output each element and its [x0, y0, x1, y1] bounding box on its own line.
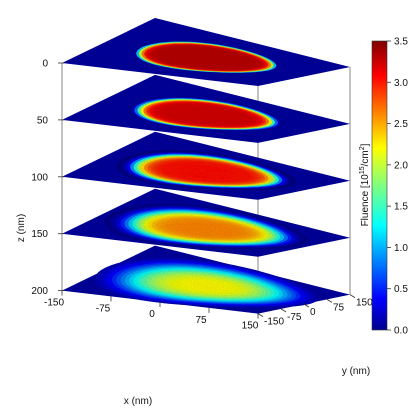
- colorbar-tick-label: 2.5: [394, 119, 408, 130]
- y-tick: [349, 294, 356, 298]
- colorbar-tick-label: 3.5: [394, 37, 408, 48]
- x-tick-label: -75: [96, 303, 111, 314]
- slice-plane-z200: [62, 245, 350, 314]
- fluence-ring: [202, 285, 211, 287]
- colorbar-tick-label: 1.0: [394, 243, 408, 254]
- y-tick: [257, 313, 264, 317]
- slice-plane-z50: [62, 74, 350, 143]
- slice-plane-z0: [62, 18, 350, 86]
- z-tick-label: 100: [31, 172, 48, 183]
- x-tick-label: -150: [44, 298, 64, 309]
- fluence-ring: [202, 228, 211, 231]
- slice-plane-z150: [62, 188, 350, 257]
- colorbar: 0.0 0.5 1.0 1.5 2.0 2.5 3.0 3.5 Fluence [1015/c…: [359, 37, 408, 337]
- y-tick: [303, 303, 310, 308]
- x-tick-label: 150: [242, 321, 259, 332]
- y-tick-label: 0: [310, 307, 316, 318]
- z-tick-label: 200: [31, 286, 48, 297]
- y-tick: [326, 299, 333, 303]
- slice-planes: [62, 18, 350, 314]
- z-tick-label: 50: [37, 115, 49, 126]
- colorbar-ticks: 0.0 0.5 1.0 1.5 2.0 2.5 3.0 3.5: [387, 37, 408, 337]
- y-tick-label: 150: [356, 298, 373, 309]
- z-axis-label: z (nm): [16, 214, 27, 242]
- fluence-ring: [203, 57, 209, 60]
- y-axis-label: y (nm): [342, 366, 370, 377]
- x-tick-label: 75: [195, 315, 207, 326]
- y-tick-label: -75: [287, 312, 302, 323]
- fluence-ring: [203, 114, 210, 117]
- y-tick-label: 75: [333, 302, 345, 313]
- y-tick: [280, 308, 287, 313]
- x-tick-label: 0: [149, 309, 155, 320]
- y-axis: -150 -75 0 75 150: [257, 294, 373, 328]
- colorbar-label: Fluence [1015/cm2]: [359, 143, 371, 226]
- y-tick-label: -150: [264, 317, 284, 328]
- x-axis: -150 -75 0 75 150: [44, 290, 259, 332]
- colorbar-tick-label: 0.5: [394, 284, 408, 295]
- colorbar-tick-label: 2.0: [394, 160, 408, 171]
- x-axis-label: x (nm): [124, 396, 152, 407]
- z-tick-label: 150: [31, 229, 48, 240]
- z-axis: 0 50 100 150 200: [31, 59, 64, 297]
- colorbar-gradient: [371, 40, 388, 331]
- fluence-ring: [202, 171, 210, 174]
- z-tick-label: 0: [42, 59, 48, 70]
- colorbar-tick-label: 1.5: [394, 202, 408, 213]
- slice-plane-z100: [62, 131, 350, 200]
- colorbar-tick-label: 0.0: [394, 326, 408, 337]
- colorbar-tick-label: 3.0: [394, 78, 408, 89]
